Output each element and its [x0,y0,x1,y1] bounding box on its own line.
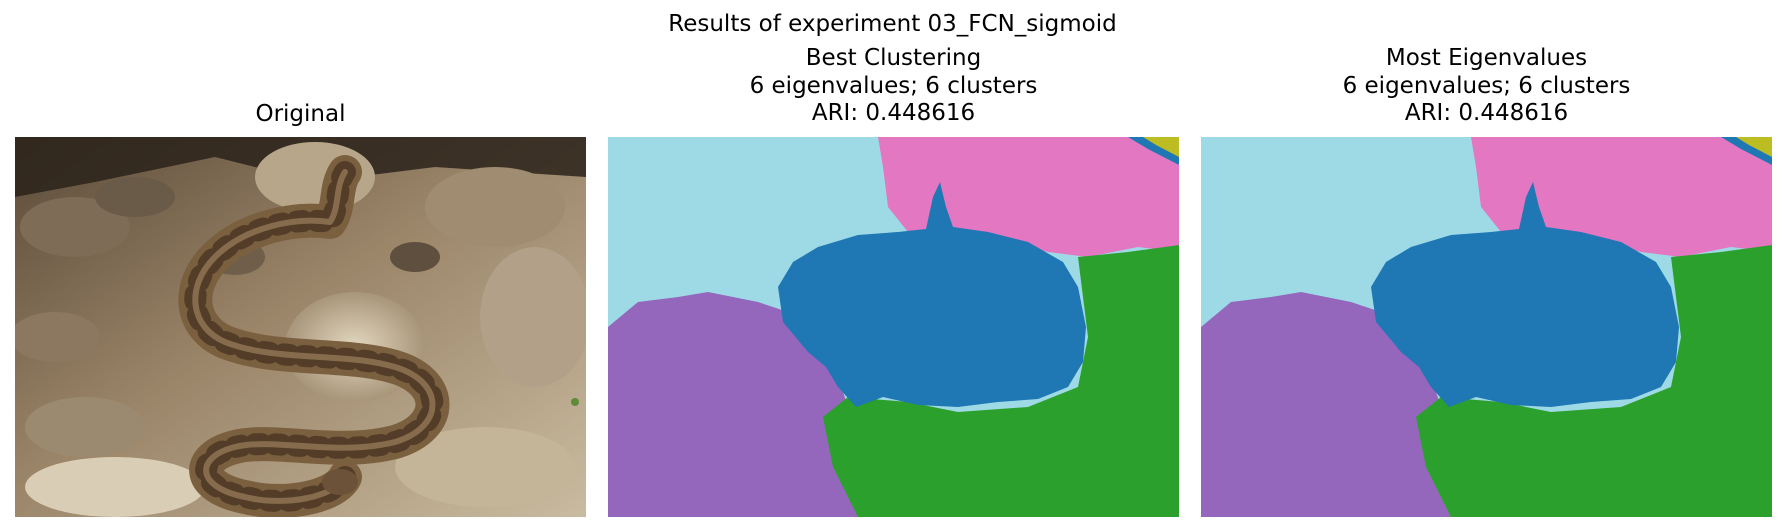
segmentation-map-best [608,137,1179,517]
panel-title-original: Original [255,101,346,127]
panel-original: Original [15,0,586,532]
figure-title: Results of experiment 03_FCN_sigmoid [668,11,1117,37]
segmentation-map-most-eigenvalues [1201,137,1772,517]
panel-title-most-eigenvalues: Most Eigenvalues 6 eigenvalues; 6 cluste… [1342,45,1631,126]
panel-best-clustering: Best Clustering 6 eigenvalues; 6 cluster… [608,0,1179,532]
original-photo [15,137,586,517]
panel-title-best-clustering: Best Clustering 6 eigenvalues; 6 cluster… [749,45,1038,126]
panel-most-eigenvalues: Most Eigenvalues 6 eigenvalues; 6 cluste… [1201,0,1772,532]
